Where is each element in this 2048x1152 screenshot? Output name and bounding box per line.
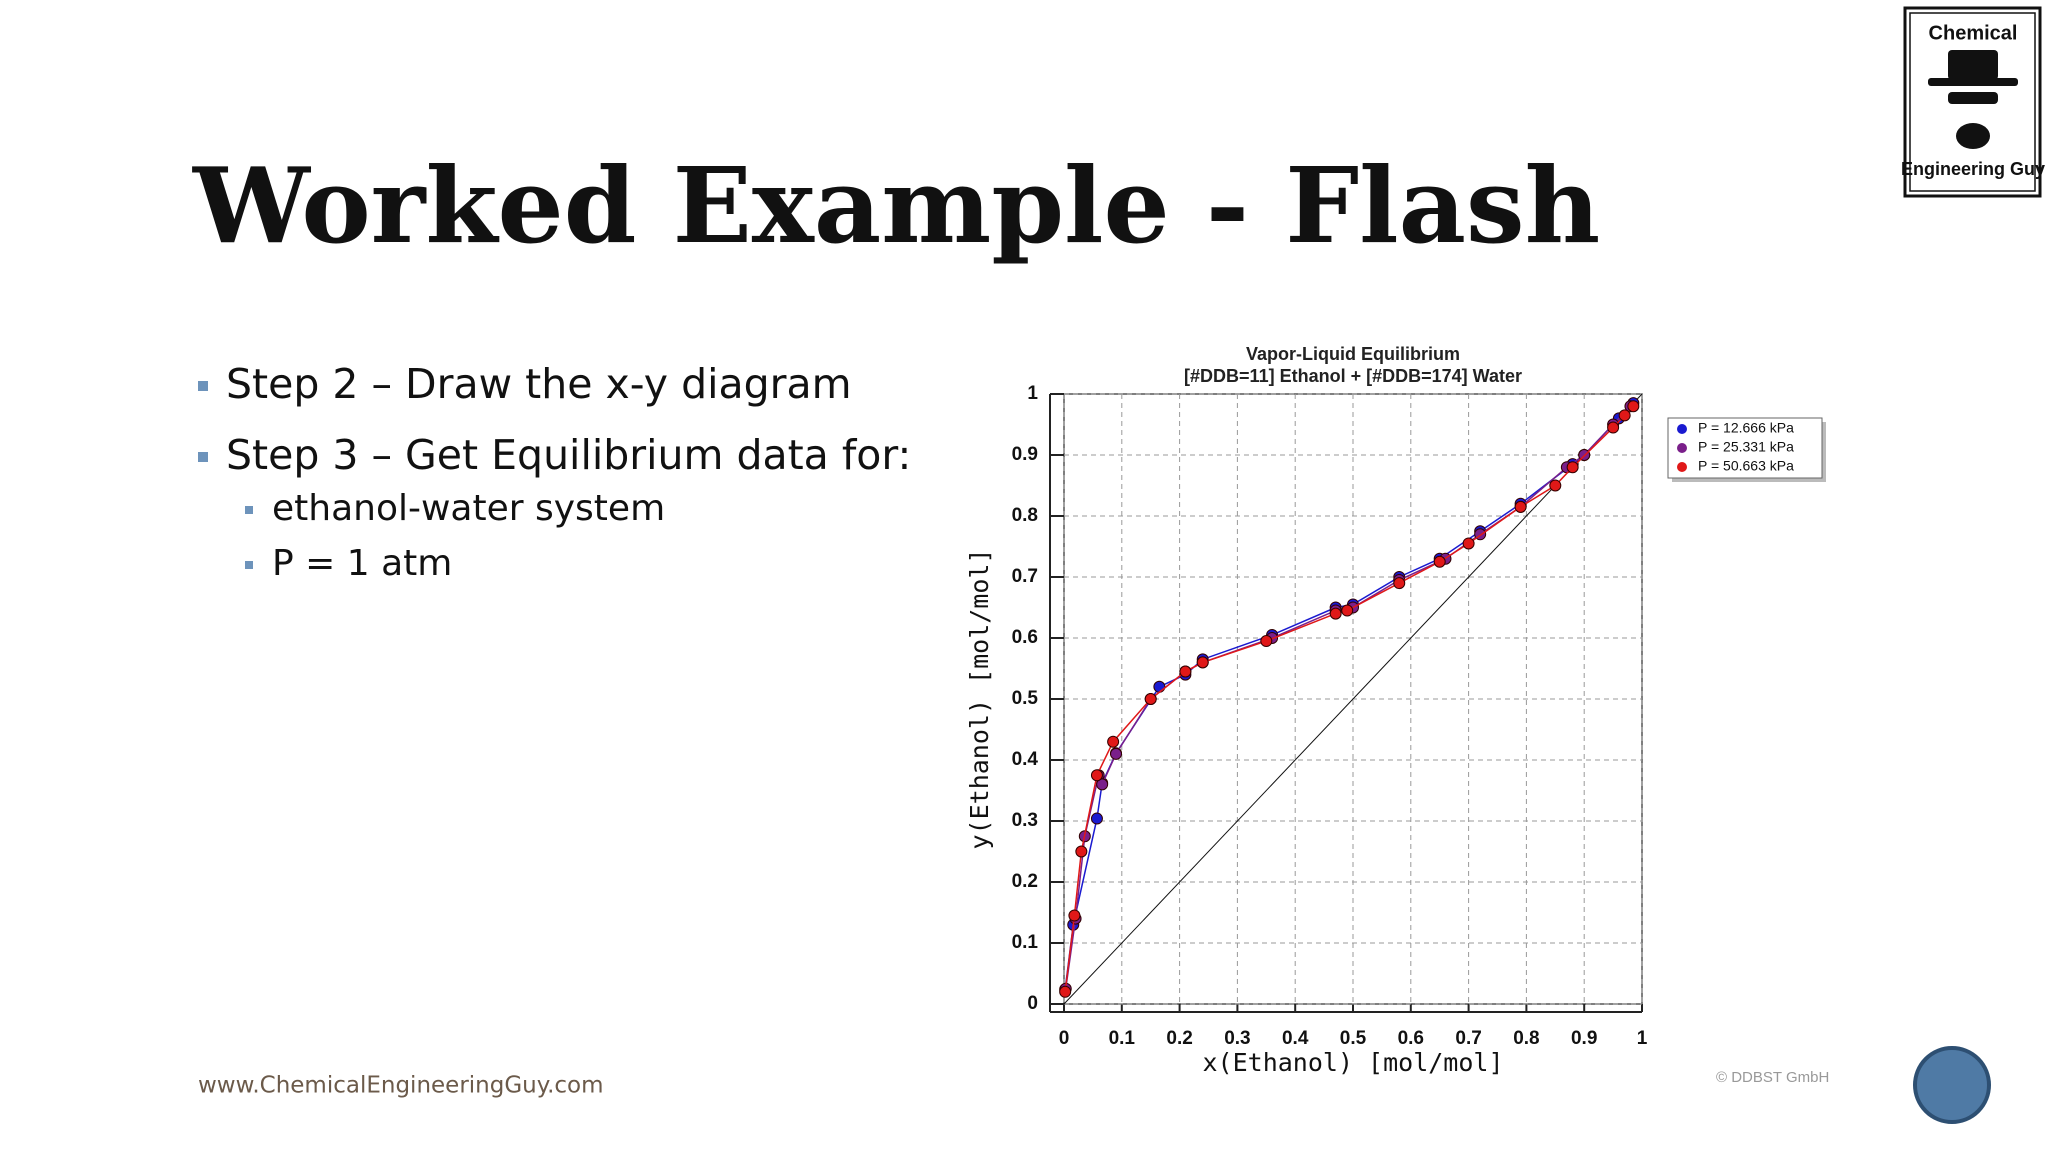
bullet-text: Step 2 – Draw the x-y diagram bbox=[226, 360, 852, 408]
y-tick-label: 0.7 bbox=[1012, 566, 1038, 587]
y-tick-label: 0.8 bbox=[1012, 505, 1038, 526]
footer-url: www.ChemicalEngineeringGuy.com bbox=[198, 1073, 604, 1099]
logo-inner bbox=[1909, 12, 2036, 192]
x-tick-label: 0.2 bbox=[1166, 1028, 1192, 1049]
data-point bbox=[1196, 656, 1209, 669]
bullet-text: Step 3 – Get Equilibrium data for: bbox=[226, 431, 911, 479]
x-tick-label: 0.4 bbox=[1282, 1028, 1309, 1049]
logo-brim bbox=[1928, 78, 2018, 86]
legend-marker bbox=[1677, 462, 1687, 472]
data-point bbox=[1627, 400, 1640, 413]
chart-subtitle: [#DDB=11] Ethanol + [#DDB=174] Water bbox=[1184, 366, 1522, 386]
data-point bbox=[1110, 747, 1123, 760]
data-point bbox=[1096, 778, 1109, 791]
logo-text: Chemical bbox=[1929, 22, 2018, 44]
y-tick-label: 0.9 bbox=[1012, 444, 1038, 465]
data-point bbox=[1179, 665, 1192, 678]
sub-bullet-text: ethanol-water system bbox=[272, 488, 665, 529]
x-tick-label: 0.9 bbox=[1571, 1028, 1597, 1049]
logo-glasses bbox=[1948, 92, 1998, 104]
data-point bbox=[1153, 680, 1166, 693]
y-tick-label: 0.1 bbox=[1012, 932, 1039, 953]
logo-hat bbox=[1948, 50, 1998, 80]
x-tick-label: 0 bbox=[1059, 1028, 1070, 1049]
data-point bbox=[1260, 635, 1273, 648]
data-point bbox=[1341, 604, 1354, 617]
chart: Vapor-Liquid Equilibrium[#DDB=11] Ethano… bbox=[965, 344, 1826, 1077]
data-point bbox=[1059, 985, 1072, 998]
x-tick-label: 1 bbox=[1637, 1028, 1648, 1049]
data-point bbox=[1566, 461, 1579, 474]
bullet-marker bbox=[245, 506, 253, 514]
data-point bbox=[1090, 812, 1103, 825]
x-tick-label: 0.1 bbox=[1109, 1028, 1136, 1049]
data-point bbox=[1329, 607, 1342, 620]
logo-text: Engineering Guy bbox=[1901, 159, 2045, 179]
slide-title: Worked Example - Flash bbox=[192, 144, 1600, 267]
legend-marker bbox=[1677, 443, 1687, 453]
x-axis-label: x(Ethanol) [mol/mol] bbox=[1202, 1048, 1503, 1077]
data-point bbox=[1068, 909, 1081, 922]
x-tick-label: 0.3 bbox=[1224, 1028, 1250, 1049]
logo-beard bbox=[1956, 123, 1990, 149]
data-point bbox=[1607, 421, 1620, 434]
nav-button[interactable] bbox=[1913, 1046, 1991, 1124]
data-point bbox=[1433, 555, 1446, 568]
bullet-marker bbox=[198, 381, 208, 391]
legend-label: P = 50.663 kPa bbox=[1698, 458, 1794, 474]
x-tick-label: 0.8 bbox=[1513, 1028, 1539, 1049]
y-tick-label: 0.6 bbox=[1012, 627, 1038, 648]
data-point bbox=[1107, 735, 1120, 748]
logo: Chemical Engineering Guy bbox=[1901, 6, 2045, 198]
legend-label: P = 25.331 kPa bbox=[1698, 439, 1794, 455]
data-point bbox=[1090, 769, 1103, 782]
data-point bbox=[1075, 845, 1088, 858]
y-axis-label: y(Ethanol) [mol/mol] bbox=[965, 548, 994, 849]
data-point bbox=[1618, 409, 1631, 422]
legend bbox=[1667, 417, 1823, 479]
y-tick-label: 0 bbox=[1027, 993, 1038, 1014]
y-tick-label: 1 bbox=[1027, 383, 1038, 404]
x-tick-label: 0.5 bbox=[1340, 1028, 1367, 1049]
y-tick-label: 0.5 bbox=[1012, 688, 1039, 709]
diagonal bbox=[1063, 393, 1643, 1005]
credit: © DDBST GmbH bbox=[1716, 1069, 1829, 1086]
data-point bbox=[1393, 577, 1406, 590]
data-point bbox=[1462, 537, 1475, 550]
x-tick-label: 0.6 bbox=[1398, 1028, 1424, 1049]
legend-label: P = 12.666 kPa bbox=[1698, 420, 1794, 436]
sub-bullet-text: P = 1 atm bbox=[272, 543, 452, 584]
bullet-marker bbox=[245, 561, 253, 569]
bullet-marker bbox=[198, 452, 208, 462]
y-tick-label: 0.3 bbox=[1012, 810, 1038, 831]
x-tick-label: 0.7 bbox=[1455, 1028, 1481, 1049]
legend-marker bbox=[1677, 424, 1687, 434]
y-tick-label: 0.4 bbox=[1012, 749, 1039, 770]
data-point bbox=[1549, 479, 1562, 492]
data-point bbox=[1144, 693, 1157, 705]
data-point bbox=[1514, 500, 1527, 513]
chart-title: Vapor-Liquid Equilibrium bbox=[1246, 344, 1460, 364]
y-tick-label: 0.2 bbox=[1012, 871, 1038, 892]
